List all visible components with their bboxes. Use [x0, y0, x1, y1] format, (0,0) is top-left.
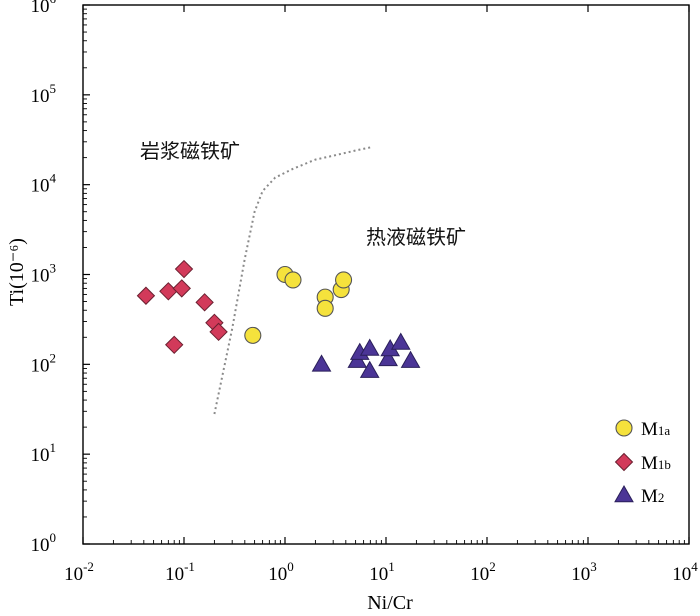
diamond-point	[172, 279, 191, 298]
triangle-point	[378, 348, 399, 367]
x-tick-label: 103	[571, 559, 597, 585]
x-tick-label: 10-2	[64, 559, 94, 585]
y-tick-label: 101	[31, 440, 57, 466]
x-axis-label: Ni/Cr	[367, 592, 413, 614]
diamond-point	[195, 293, 214, 312]
x-tick-label: 10-1	[165, 559, 195, 585]
circle-point	[284, 271, 302, 289]
diamond-point	[165, 335, 184, 355]
data-points	[136, 259, 421, 378]
plot-axes	[82, 4, 690, 545]
triangle-point	[400, 350, 421, 368]
circle-point	[244, 326, 262, 344]
legend-marker-triangle	[614, 484, 634, 503]
circle-point	[335, 271, 353, 289]
legend-label: M1a	[641, 419, 670, 440]
circle-point	[316, 299, 334, 317]
legend-marker-diamond	[614, 452, 634, 472]
y-tick-label: 105	[31, 81, 57, 107]
y-axis-label: Ti(10⁻⁶)	[6, 238, 28, 306]
y-tick-label: 104	[31, 171, 57, 197]
region-label-hydrothermal: 热液磁铁矿	[366, 225, 466, 249]
triangle-point	[390, 332, 411, 350]
legend-label: M1b	[641, 453, 671, 474]
y-tick-label: 102	[31, 350, 57, 376]
x-tick-label: 102	[470, 559, 496, 585]
tick-labels: 10-2 10-1 100 101 102 103 104 100 101 102 103 104 10…	[31, 0, 699, 585]
diamond-point	[136, 286, 156, 305]
triangle-point	[359, 360, 380, 378]
x-tick-label: 101	[369, 559, 395, 585]
boundary-line	[213, 146, 371, 415]
x-tick-label: 104	[672, 559, 698, 585]
plot-frame	[82, 4, 690, 545]
diamond-point	[174, 259, 194, 279]
triangle-point	[359, 338, 380, 356]
diamond-point	[209, 322, 228, 342]
y-tick-label: 100	[31, 530, 57, 556]
diamond-point	[159, 282, 178, 301]
legend-marker-circle	[615, 419, 633, 437]
region-label-magmatic: 岩浆磁铁矿	[140, 139, 240, 163]
legend: M1a M1b M2	[614, 419, 671, 507]
legend-label: M2	[641, 486, 664, 507]
triangle-point	[311, 354, 332, 372]
y-tick-label: 106	[31, 0, 57, 17]
y-tick-label: 103	[31, 261, 57, 287]
x-tick-label: 100	[268, 559, 294, 585]
